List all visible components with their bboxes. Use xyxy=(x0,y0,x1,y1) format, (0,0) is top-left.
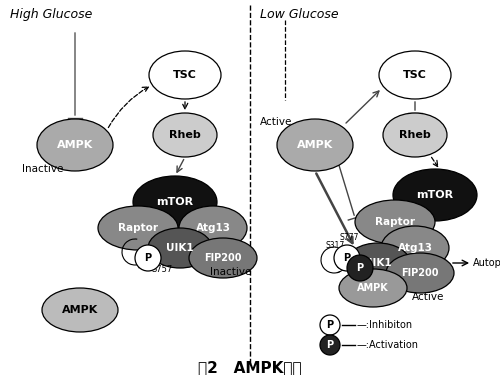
Ellipse shape xyxy=(346,243,410,283)
Ellipse shape xyxy=(386,253,454,293)
Text: S317: S317 xyxy=(325,241,344,250)
Text: UIK1: UIK1 xyxy=(364,258,392,268)
Text: Active: Active xyxy=(412,292,444,302)
Circle shape xyxy=(334,245,360,271)
Ellipse shape xyxy=(383,113,447,157)
Text: Rheb: Rheb xyxy=(399,130,431,140)
Text: Rheb: Rheb xyxy=(169,130,201,140)
Ellipse shape xyxy=(133,176,217,228)
Circle shape xyxy=(135,245,161,271)
Text: FIP200: FIP200 xyxy=(204,253,242,263)
Ellipse shape xyxy=(153,113,217,157)
Ellipse shape xyxy=(37,119,113,171)
Text: S777: S777 xyxy=(340,233,359,242)
Ellipse shape xyxy=(179,206,247,250)
Text: P: P xyxy=(326,320,334,330)
Ellipse shape xyxy=(339,269,407,307)
Text: Atg13: Atg13 xyxy=(398,243,432,253)
Text: Raptor: Raptor xyxy=(375,217,415,227)
Text: S757: S757 xyxy=(152,265,174,274)
Text: AMPK: AMPK xyxy=(357,283,389,293)
Ellipse shape xyxy=(277,119,353,171)
Text: P: P xyxy=(144,253,152,263)
Text: P: P xyxy=(344,253,350,263)
Text: mTOR: mTOR xyxy=(416,190,454,200)
Ellipse shape xyxy=(379,51,451,99)
Ellipse shape xyxy=(381,226,449,270)
Ellipse shape xyxy=(393,169,477,221)
Text: AMPK: AMPK xyxy=(297,140,333,150)
Ellipse shape xyxy=(149,51,221,99)
Text: mTOR: mTOR xyxy=(156,197,194,207)
Text: High Glucose: High Glucose xyxy=(10,8,92,21)
Circle shape xyxy=(320,315,340,335)
Text: FIP200: FIP200 xyxy=(401,268,439,278)
Ellipse shape xyxy=(189,238,257,278)
Text: Inactive: Inactive xyxy=(22,164,64,174)
Text: Inactive: Inactive xyxy=(210,267,252,277)
Text: P: P xyxy=(326,340,334,350)
Text: 图2   AMPK通路: 图2 AMPK通路 xyxy=(198,360,302,375)
Text: AMPK: AMPK xyxy=(62,305,98,315)
Text: Raptor: Raptor xyxy=(118,223,158,233)
Ellipse shape xyxy=(98,206,178,250)
Circle shape xyxy=(320,335,340,355)
Circle shape xyxy=(347,255,373,281)
Ellipse shape xyxy=(355,200,435,244)
Text: P: P xyxy=(356,263,364,273)
Text: Low Glucose: Low Glucose xyxy=(260,8,338,21)
Text: —:Activation: —:Activation xyxy=(357,340,419,350)
Text: TSC: TSC xyxy=(403,70,427,80)
Ellipse shape xyxy=(42,288,118,332)
Text: —:Inhibiton: —:Inhibiton xyxy=(357,320,413,330)
Text: Active: Active xyxy=(260,117,292,127)
Text: TSC: TSC xyxy=(173,70,197,80)
Text: Atg13: Atg13 xyxy=(196,223,230,233)
Ellipse shape xyxy=(148,228,212,268)
Text: Autophagy: Autophagy xyxy=(473,258,500,268)
Text: AMPK: AMPK xyxy=(57,140,93,150)
Text: UIK1: UIK1 xyxy=(166,243,194,253)
